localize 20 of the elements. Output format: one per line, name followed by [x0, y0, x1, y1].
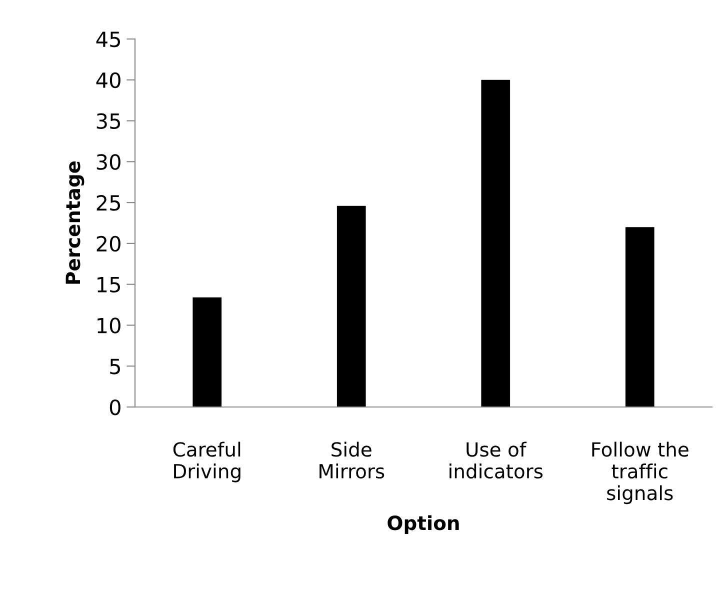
x-tick-label: Side Mirrors — [320, 442, 384, 479]
x-tick-label: Follow the traffic signals — [592, 442, 688, 504]
y-tick-label: 40 — [96, 72, 120, 88]
x-tick-label: Careful Driving — [173, 442, 240, 482]
y-tick-label: 45 — [96, 32, 120, 48]
x-axis-title: Option — [388, 515, 459, 534]
y-tick-label: 10 — [98, 318, 120, 334]
x-tick-label: Use of indicators — [450, 442, 543, 479]
bar — [192, 297, 222, 407]
y-axis-title: Percentage — [66, 161, 84, 284]
y-tick-label: 20 — [96, 236, 120, 252]
bar — [336, 206, 366, 407]
bar — [481, 80, 510, 407]
y-tick-label: 5 — [110, 358, 120, 374]
y-tick-label: 25 — [96, 195, 120, 211]
y-tick-label: 30 — [96, 154, 120, 170]
y-tick-label: 35 — [96, 113, 120, 129]
y-tick-label: 15 — [98, 277, 120, 293]
bar — [625, 227, 654, 407]
y-tick-label: 0 — [110, 399, 120, 416]
